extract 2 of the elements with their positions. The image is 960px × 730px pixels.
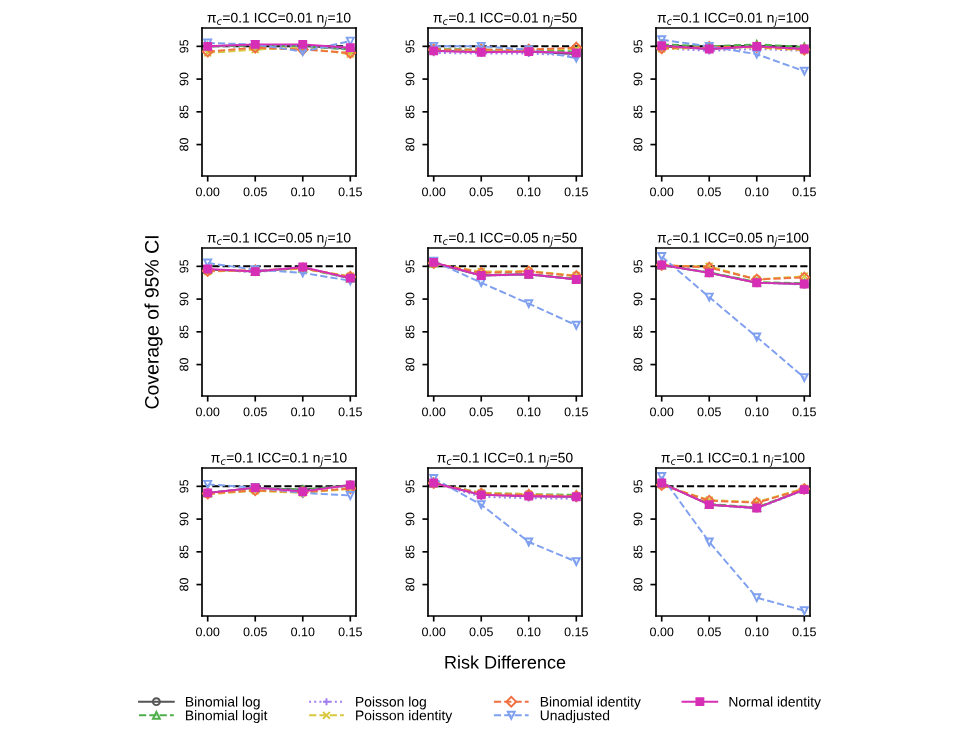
x-axis-title: Risk Difference [445, 655, 566, 669]
y-axis-title: Coverage of 95% CI [144, 236, 163, 409]
